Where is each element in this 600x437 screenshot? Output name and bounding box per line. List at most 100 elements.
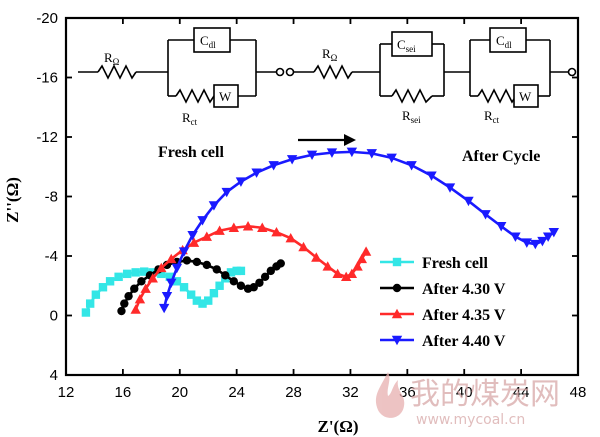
data-point [204,296,213,305]
data-point [340,271,352,282]
x-tick-label: 44 [513,384,530,401]
data-point [172,277,182,286]
data-point [306,150,318,161]
data-point [356,253,368,264]
data-point [480,210,491,220]
data-point [228,222,240,232]
data-point [157,269,166,279]
x-tick-label: 20 [171,384,188,401]
label-w-right: W [519,89,532,104]
data-point [366,149,377,159]
data-point [322,261,333,271]
data-point [91,290,101,299]
label-cdl-left: Cdl [200,33,216,50]
legend-label: After 4.35 V [422,307,506,324]
label-rct-right: Rct [484,108,500,125]
data-point [117,306,126,316]
data-point [197,216,208,226]
data-point [147,273,158,283]
data-point [537,236,548,247]
data-point [81,308,91,317]
data-point [137,277,146,286]
y-tick-label: -12 [36,129,58,146]
data-point [510,232,521,242]
data-point [346,147,358,158]
data-point [426,171,437,181]
data-point [192,257,202,267]
data-point [166,278,177,288]
data-point [156,262,167,273]
capacitor-csei-right [391,31,433,57]
data-point [236,266,246,276]
x-tick-label: 28 [285,384,302,401]
data-point [360,246,372,256]
label-cdl-right: Cdl [496,33,512,50]
data-point [198,299,207,308]
data-point [130,284,139,293]
data-point [221,187,232,198]
y-tick-label: -16 [36,70,58,87]
data-point [251,168,262,178]
resistor-rsei-right [391,88,433,104]
label-r-ohm-right: RΩ [322,46,338,63]
data-point [182,256,192,265]
data-point [161,291,173,302]
capacitor-cdl-left [193,27,231,53]
data-point [124,291,133,301]
x-tick-label: 12 [58,384,75,401]
data-point [298,241,309,252]
data-point [188,237,200,247]
label-r-ohm-left: RΩ [104,50,120,67]
data-point [130,304,141,314]
data-point [235,177,247,187]
legend: Fresh cell After 4.30 V After 4.35 V After … [380,255,506,350]
data-point [208,201,220,211]
data-point [242,221,254,231]
data-point [131,268,140,277]
series-3 [158,147,560,314]
data-point [120,299,129,308]
legend-marker [392,257,402,267]
data-point [114,272,123,282]
annotation-after-cycle: After Cycle [462,148,540,165]
data-point [271,227,282,237]
watermark: 我的煤炭网 www.mycoal.cn [375,372,560,428]
label-w-left: W [219,89,232,104]
resistor-r-ohm-right [313,64,353,80]
data-point [260,272,270,282]
data-point [530,239,541,250]
data-point [276,259,285,268]
data-point [406,161,417,171]
legend-marker [391,335,403,346]
data-point [386,153,397,164]
data-point [192,296,202,305]
data-point [266,266,275,276]
data-point [171,263,183,274]
legend-label: Fresh cell [422,255,488,272]
data-point [165,272,175,282]
y-axis-title: Z''(Ω) [3,177,22,223]
data-point [221,271,230,280]
legend-label: After 4.30 V [422,281,506,298]
legend-item: After 4.35 V [380,307,506,324]
data-point [122,269,132,279]
label-rsei-right: Rsei [402,108,421,125]
data-point [542,232,554,242]
data-point [98,283,108,292]
legend-item: After 4.40 V [380,333,506,350]
annotation-fresh-cell: Fresh cell [158,144,224,161]
resistor-r-ohm-left [97,64,137,80]
data-point [215,281,224,290]
x-tick-label: 40 [456,384,473,401]
circuit-diagram-left: RΩ Cdl W Rct [78,27,285,127]
data-point [209,288,219,298]
data-point [179,283,189,292]
data-point [229,277,239,286]
data-point [257,222,268,232]
data-point [352,261,363,271]
data-point [268,161,279,171]
legend-label: After 4.40 V [422,333,506,350]
ticks: 12 16 20 24 28 32 36 40 44 48 -20 -16 -12 -8 -4 0 4 [36,10,586,401]
y-tick-label: -4 [45,248,58,265]
data-point [178,247,190,257]
